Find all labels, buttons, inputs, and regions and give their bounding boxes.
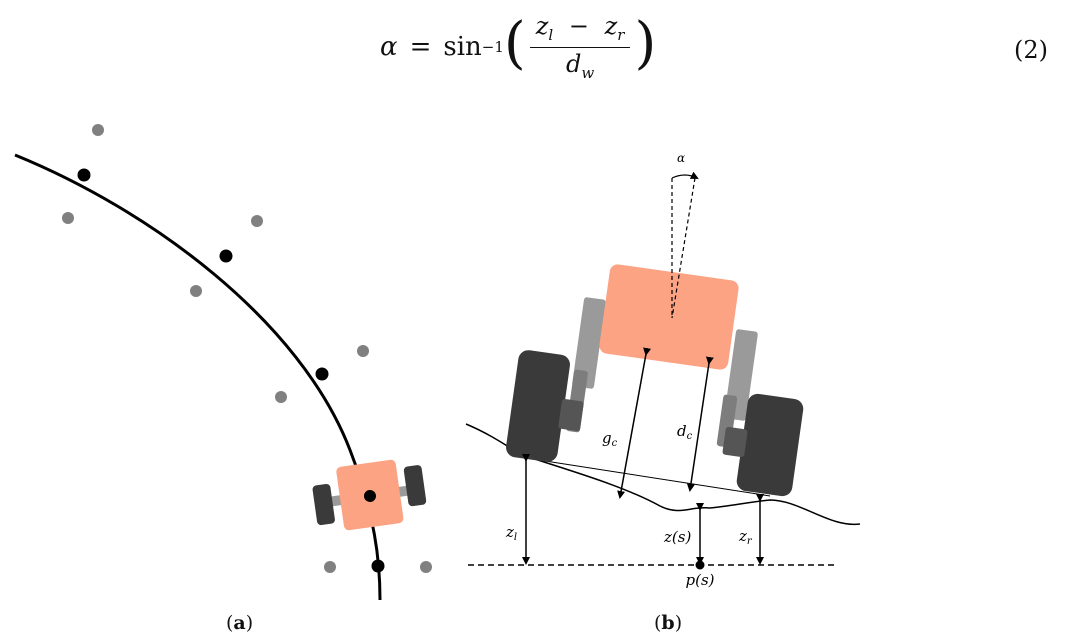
eq-exponent: −1 — [481, 38, 504, 56]
offset-point — [251, 215, 263, 227]
offset-point — [62, 212, 74, 224]
wheel-right — [736, 393, 804, 497]
figure-a — [14, 124, 432, 601]
label-alpha: α — [677, 151, 685, 165]
caption-b-letter: b — [661, 612, 675, 634]
path-waypoint — [315, 367, 329, 381]
offset-point — [190, 285, 202, 297]
offset-point — [420, 561, 432, 573]
eq-sin: sin — [443, 32, 482, 62]
robot-wheel-right — [403, 465, 427, 507]
robot-body-side — [599, 264, 739, 370]
caption-b-open: ( — [654, 612, 662, 634]
wheel-left — [506, 350, 570, 462]
offset-point — [92, 124, 104, 136]
eq-dw-sub: w — [581, 64, 595, 82]
caption-a-close: ) — [245, 612, 254, 634]
eq-zr: z — [604, 12, 618, 40]
caption-b-close: ) — [674, 612, 683, 634]
offset-point — [275, 391, 287, 403]
offset-point — [324, 561, 336, 573]
path-waypoint — [219, 249, 233, 263]
robot-wheel-left — [312, 483, 335, 526]
point-ps — [695, 560, 705, 570]
path-waypoint — [371, 559, 385, 573]
label-gc: gc — [602, 429, 618, 449]
caption-b: (b) — [654, 612, 682, 634]
label-ps: p(s) — [685, 571, 714, 589]
eq-zl-sub: l — [548, 26, 554, 44]
equation-number: (2) — [1014, 36, 1048, 64]
eq-minus: − — [568, 12, 589, 40]
path-curve — [14, 153, 382, 601]
robot-top-view — [312, 459, 427, 531]
eq-zr-sub: r — [617, 26, 625, 44]
left-strut-upper — [572, 297, 606, 389]
label-zs: z(s) — [663, 528, 691, 546]
alpha-arc-arrow — [671, 171, 699, 179]
arrow-dc — [686, 356, 714, 492]
caption-a: (a) — [226, 612, 253, 634]
eq-equals: = — [409, 32, 432, 62]
label-dc: dc — [677, 422, 693, 442]
hub-left — [558, 399, 584, 431]
figure-b: α gc dc zl z(s) zr p(s) — [465, 151, 860, 589]
eq-fraction: zl − zr dw — [529, 12, 631, 82]
hub-right — [722, 426, 748, 458]
tilted-dashed-line — [671, 177, 696, 319]
equation-2: α = sin −1 ( zl − zr dw ) (2) — [0, 0, 1074, 110]
eq-paren-open: ( — [503, 11, 526, 76]
eq-alpha: α — [380, 32, 398, 62]
eq-zl: z — [535, 12, 549, 40]
label-zr: zr — [738, 527, 753, 547]
offset-point — [357, 345, 369, 357]
contact-line — [525, 457, 771, 497]
eq-numerator: zl − zr — [529, 12, 631, 48]
label-zl: zl — [505, 523, 517, 543]
eq-paren-close: ) — [634, 11, 657, 76]
caption-a-letter: a — [233, 612, 246, 634]
path-waypoint — [77, 168, 91, 182]
equation-body: α = sin −1 ( zl − zr dw ) — [380, 12, 656, 82]
arrow-gc — [617, 347, 652, 499]
eq-denominator: dw — [566, 48, 594, 82]
caption-a-open: ( — [226, 612, 234, 634]
robot-center — [364, 490, 376, 502]
eq-dw: d — [565, 50, 582, 78]
